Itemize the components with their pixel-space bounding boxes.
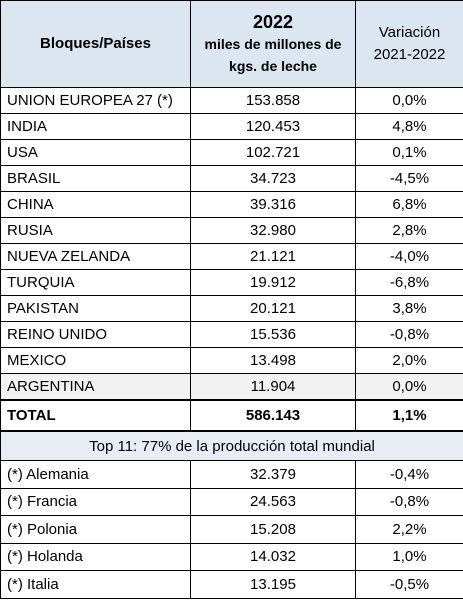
table-row: (*) Italia 13.195 -0,5% xyxy=(0,570,463,599)
table-row: ARGENTINA 11.904 0,0% xyxy=(0,373,463,401)
country-cell: USA xyxy=(0,139,191,166)
country-cell: ARGENTINA xyxy=(0,373,191,401)
table-row: NUEVA ZELANDA 21.121 -4,0% xyxy=(0,243,463,270)
country-cell: PAKISTAN xyxy=(0,295,191,322)
table-row: MEXICO 13.498 2,0% xyxy=(0,347,463,374)
production-cell: 120.453 xyxy=(190,113,356,140)
note-row: Top 11: 77% de la producción total mundi… xyxy=(0,430,463,461)
table-row: UNION EUROPEA 27 (*) 153.858 0,0% xyxy=(0,87,463,114)
country-cell: NUEVA ZELANDA xyxy=(0,243,191,270)
variation-cell: -4,5% xyxy=(355,165,463,192)
variation-cell: -6,8% xyxy=(355,269,463,296)
table-row: (*) Holanda 14.032 1,0% xyxy=(0,542,463,571)
variation-cell: 6,8% xyxy=(355,191,463,218)
production-cell: 15.208 xyxy=(190,515,356,544)
table-row: TOTAL 586.143 1,1% xyxy=(0,399,463,432)
production-cell: 153.858 xyxy=(190,87,356,114)
production-cell: 15.536 xyxy=(190,321,356,348)
variation-cell: -4,0% xyxy=(355,243,463,270)
production-cell: 586.143 xyxy=(190,399,356,432)
table-row: REINO UNIDO 15.536 -0,8% xyxy=(0,321,463,348)
table-row: RUSIA 32.980 2,8% xyxy=(0,217,463,244)
country-cell: (*) Italia xyxy=(0,570,191,599)
production-cell: 32.379 xyxy=(190,460,356,489)
variation-cell: 0,0% xyxy=(355,87,463,114)
table-row: BRASIL 34.723 -4,5% xyxy=(0,165,463,192)
country-cell: (*) Holanda xyxy=(0,542,191,571)
variation-cell: 1,0% xyxy=(355,542,463,571)
header-year: 2022 xyxy=(252,12,294,32)
country-cell: (*) Polonia xyxy=(0,515,191,544)
table-row: (*) Francia 24.563 -0,8% xyxy=(0,487,463,516)
variation-cell: 1,1% xyxy=(355,399,463,432)
country-cell: INDIA xyxy=(0,113,191,140)
header-unit: kgs. de leche xyxy=(229,58,317,74)
header-variation-period: 2021-2022 xyxy=(373,46,446,63)
production-cell: 19.912 xyxy=(190,269,356,296)
table-row: PAKISTAN 20.121 3,8% xyxy=(0,295,463,322)
variation-cell: 2,0% xyxy=(355,347,463,374)
variation-cell: 3,8% xyxy=(355,295,463,322)
variation-cell: -0,4% xyxy=(355,460,463,489)
country-cell: MEXICO xyxy=(0,347,191,374)
variation-cell: 0,0% xyxy=(355,373,463,401)
note: Top 11: 77% de la producción total mundi… xyxy=(0,430,463,461)
country-cell: UNION EUROPEA 27 (*) xyxy=(0,87,191,114)
production-cell: 21.121 xyxy=(190,243,356,270)
variation-cell: -0,5% xyxy=(355,570,463,599)
country-cell: RUSIA xyxy=(0,217,191,244)
production-cell: 13.195 xyxy=(190,570,356,599)
variation-cell: 0,1% xyxy=(355,139,463,166)
header-production: 2022 miles de millones de kgs. de leche xyxy=(190,0,356,88)
production-cell: 13.498 xyxy=(190,347,356,374)
table-row: TURQUIA 19.912 -6,8% xyxy=(0,269,463,296)
production-cell: 102.721 xyxy=(190,139,356,166)
variation-cell: -0,8% xyxy=(355,321,463,348)
table-row: CHINA 39.316 6,8% xyxy=(0,191,463,218)
table-row: INDIA 120.453 4,8% xyxy=(0,113,463,140)
country-cell: TOTAL xyxy=(0,399,191,432)
production-cell: 24.563 xyxy=(190,487,356,516)
variation-cell: 2,2% xyxy=(355,515,463,544)
header-variation: Variación 2021-2022 xyxy=(355,0,463,88)
country-cell: (*) Francia xyxy=(0,487,191,516)
header-unit: miles de millones de xyxy=(204,36,342,52)
country-cell: (*) Alemania xyxy=(0,460,191,489)
country-cell: CHINA xyxy=(0,191,191,218)
country-cell: REINO UNIDO xyxy=(0,321,191,348)
variation-cell: -0,8% xyxy=(355,487,463,516)
production-cell: 20.121 xyxy=(190,295,356,322)
country-cell: BRASIL xyxy=(0,165,191,192)
variation-cell: 4,8% xyxy=(355,113,463,140)
header-row: Bloques/Países 2022 miles de millones de… xyxy=(0,0,463,88)
table-row: (*) Polonia 15.208 2,2% xyxy=(0,515,463,544)
production-cell: 39.316 xyxy=(190,191,356,218)
table-row: (*) Alemania 32.379 -0,4% xyxy=(0,460,463,489)
table-row: USA 102.721 0,1% xyxy=(0,139,463,166)
variation-cell: 2,8% xyxy=(355,217,463,244)
production-cell: 32.980 xyxy=(190,217,356,244)
country-cell: TURQUIA xyxy=(0,269,191,296)
production-cell: 34.723 xyxy=(190,165,356,192)
production-cell: 14.032 xyxy=(190,542,356,571)
header-country: Bloques/Países xyxy=(0,0,191,88)
header-variation-label: Variación xyxy=(378,24,441,41)
production-cell: 11.904 xyxy=(190,373,356,401)
